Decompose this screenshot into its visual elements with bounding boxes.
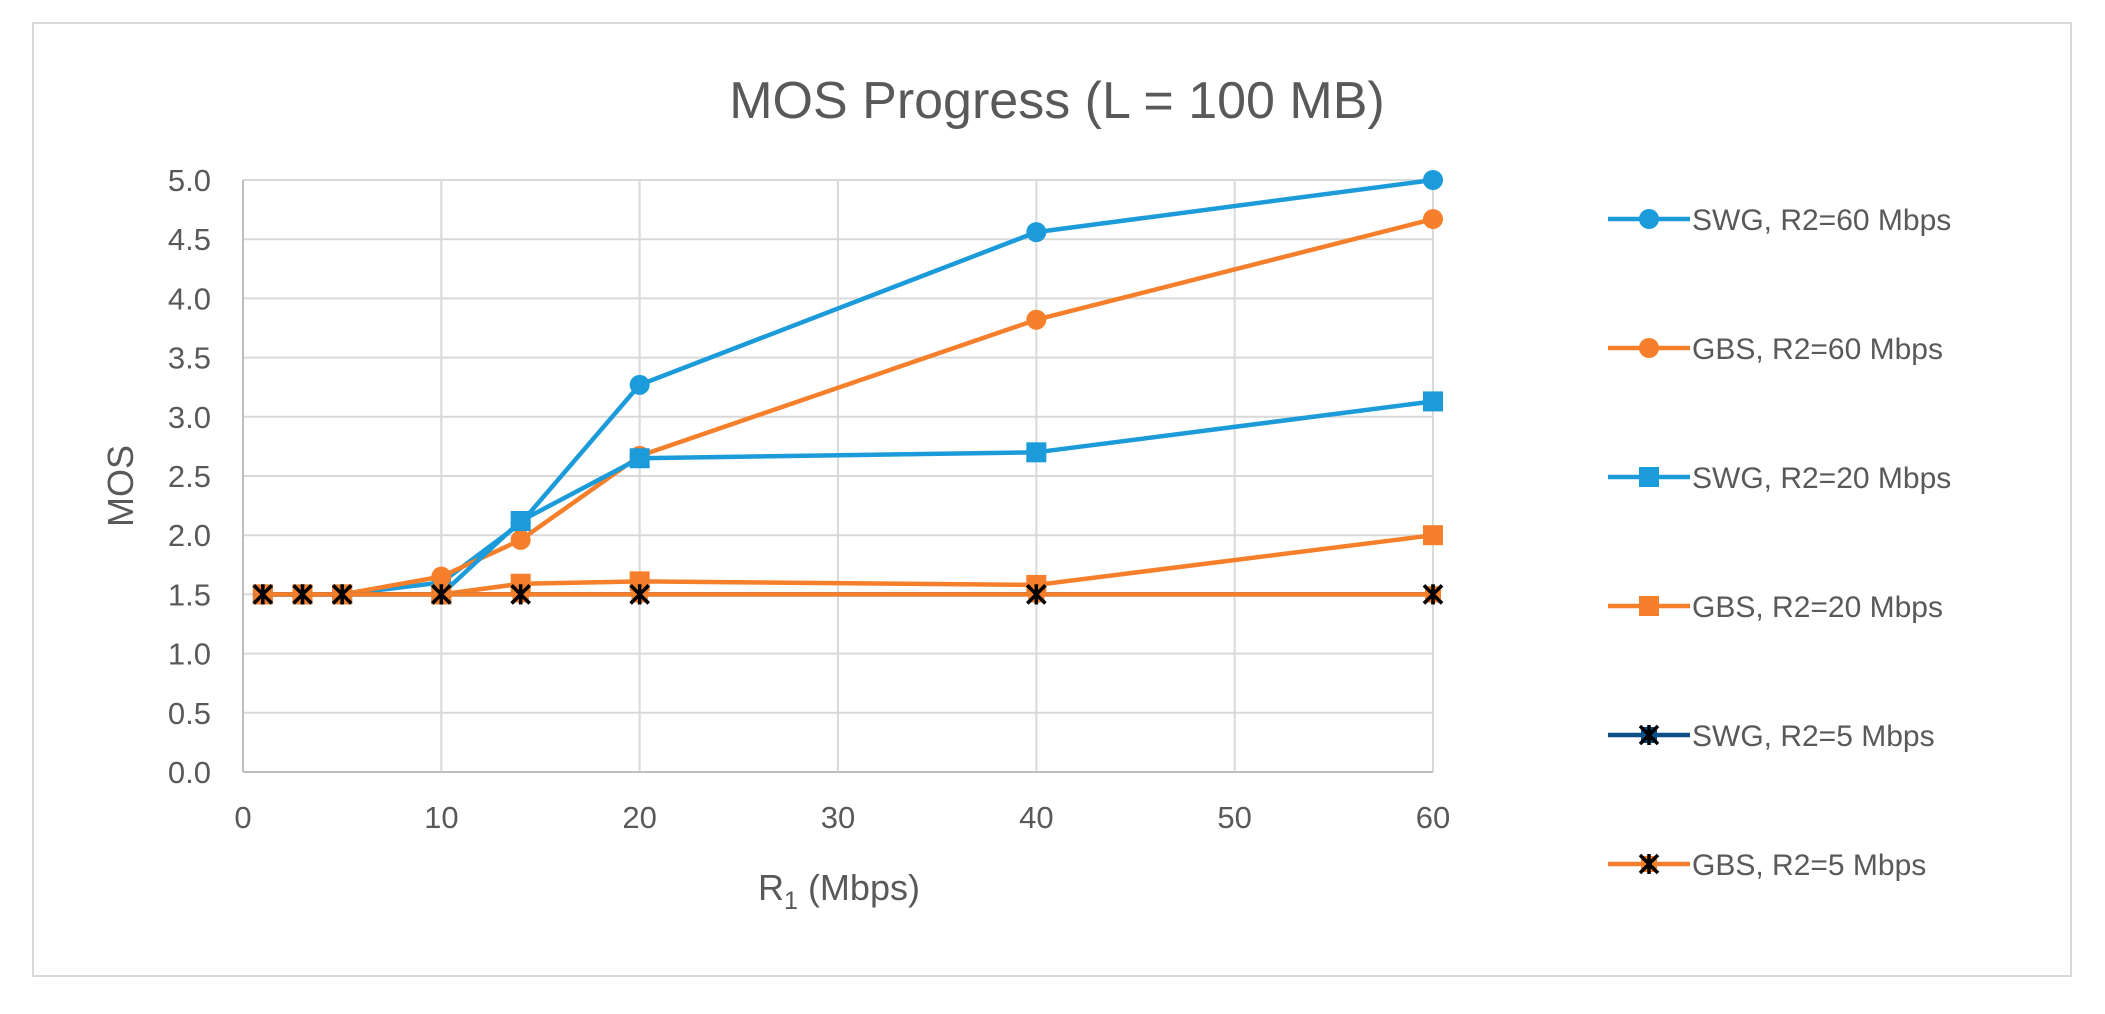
legend-entry: SWG, R2=20 Mbps <box>1608 462 1951 495</box>
axes <box>242 180 1433 773</box>
data-point <box>1423 209 1443 230</box>
data-point-cross <box>1422 584 1444 605</box>
data-point <box>1026 584 1047 605</box>
data-point <box>292 584 313 605</box>
series-group <box>252 170 1444 605</box>
legend-label: SWG, R2=5 Mbps <box>1692 720 1935 753</box>
x-axis-label-main: R <box>758 867 784 908</box>
series-gbs-r2-5-mbps <box>252 584 1444 605</box>
chart-title: MOS Progress (L = 100 MB) <box>729 72 1385 130</box>
tick-labels: 0.0 0.5 1.0 1.5 2.0 2.5 3.0 3.5 4.0 4.5 5.0 0 10 20 30… <box>168 163 1450 835</box>
data-point <box>1423 170 1443 190</box>
data-point <box>431 566 452 587</box>
data-point <box>629 571 650 592</box>
x-tick-label: 0 <box>234 800 251 835</box>
grid-lines <box>243 179 1434 772</box>
y-tick-label: 2.5 <box>168 459 211 494</box>
data-point <box>431 584 452 605</box>
x-axis-label-subscript: 1 <box>784 887 798 915</box>
legend-entry: GBS, R2=60 Mbps <box>1608 333 1943 366</box>
y-tick-label: 4.0 <box>168 281 211 316</box>
data-point <box>1639 338 1659 358</box>
data-point <box>252 584 274 605</box>
x-tick-label: 20 <box>622 800 656 835</box>
x-tick-label: 60 <box>1416 800 1450 835</box>
legend-entry: GBS, R2=5 Mbps <box>1608 849 1926 882</box>
legend-label: GBS, R2=60 Mbps <box>1692 333 1943 366</box>
data-point-cross <box>252 584 274 605</box>
x-axis-label: R1 (Mbps) <box>758 867 920 915</box>
data-point-cross <box>431 584 452 605</box>
data-point <box>1026 442 1047 463</box>
x-tick-label: 40 <box>1019 800 1053 835</box>
data-point <box>1422 584 1444 605</box>
legend-label: SWG, R2=60 Mbps <box>1692 204 1951 237</box>
data-point-cross <box>1026 584 1047 605</box>
y-tick-label: 1.0 <box>168 637 211 672</box>
data-point <box>629 374 650 395</box>
series-line <box>262 177 1434 597</box>
y-tick-label: 5.0 <box>168 163 211 198</box>
series-swg-r2-60-mbps <box>252 170 1443 605</box>
series-line <box>262 216 1434 597</box>
series-line <box>262 399 1434 597</box>
legend-entry: GBS, R2=20 Mbps <box>1608 591 1943 624</box>
y-tick-label: 0.5 <box>168 696 211 731</box>
data-point <box>331 584 353 605</box>
data-point <box>1638 724 1660 746</box>
data-point <box>629 448 650 469</box>
x-tick-label: 50 <box>1217 800 1251 835</box>
data-point <box>1026 222 1047 243</box>
data-point <box>1423 525 1443 546</box>
data-point <box>1423 391 1443 412</box>
chart-frame <box>32 22 2072 977</box>
legend-label: SWG, R2=20 Mbps <box>1692 462 1951 495</box>
y-tick-label: 1.5 <box>168 577 211 612</box>
y-tick-label: 3.5 <box>168 341 211 376</box>
data-point <box>1026 309 1047 330</box>
legend-entry: SWG, R2=5 Mbps <box>1608 720 1935 753</box>
data-point <box>629 584 650 605</box>
data-point <box>1639 209 1659 229</box>
x-axis-label-unit: (Mbps) <box>798 867 920 908</box>
data-point <box>510 510 531 531</box>
series-swg-r2-20-mbps <box>252 391 1443 605</box>
y-tick-label: 3.0 <box>168 400 211 435</box>
y-tick-label: 2.0 <box>168 518 211 553</box>
y-axis-label: MOS <box>100 445 141 527</box>
x-tick-label: 30 <box>821 800 855 835</box>
legend-entry: SWG, R2=60 Mbps <box>1608 204 1951 237</box>
data-point <box>1638 853 1660 875</box>
data-point-cross <box>629 584 650 605</box>
y-tick-label: 0.0 <box>168 755 211 790</box>
legend: SWG, R2=60 Mbps GBS, R2=60 Mbps SWG, R2=20… <box>1608 204 1951 882</box>
legend-label: GBS, R2=20 Mbps <box>1692 591 1943 624</box>
x-tick-label: 10 <box>424 800 458 835</box>
data-point-cross <box>1638 724 1660 746</box>
data-point <box>510 584 531 605</box>
data-point-cross <box>1638 853 1660 875</box>
data-point <box>1639 596 1659 616</box>
y-tick-label: 4.5 <box>168 222 211 257</box>
legend-label: GBS, R2=5 Mbps <box>1692 849 1926 882</box>
data-point <box>1639 467 1659 487</box>
data-point-cross <box>292 584 313 605</box>
series-gbs-r2-60-mbps <box>252 209 1443 605</box>
data-point-cross <box>510 584 531 605</box>
data-point <box>510 529 531 550</box>
data-point-cross <box>331 584 353 605</box>
